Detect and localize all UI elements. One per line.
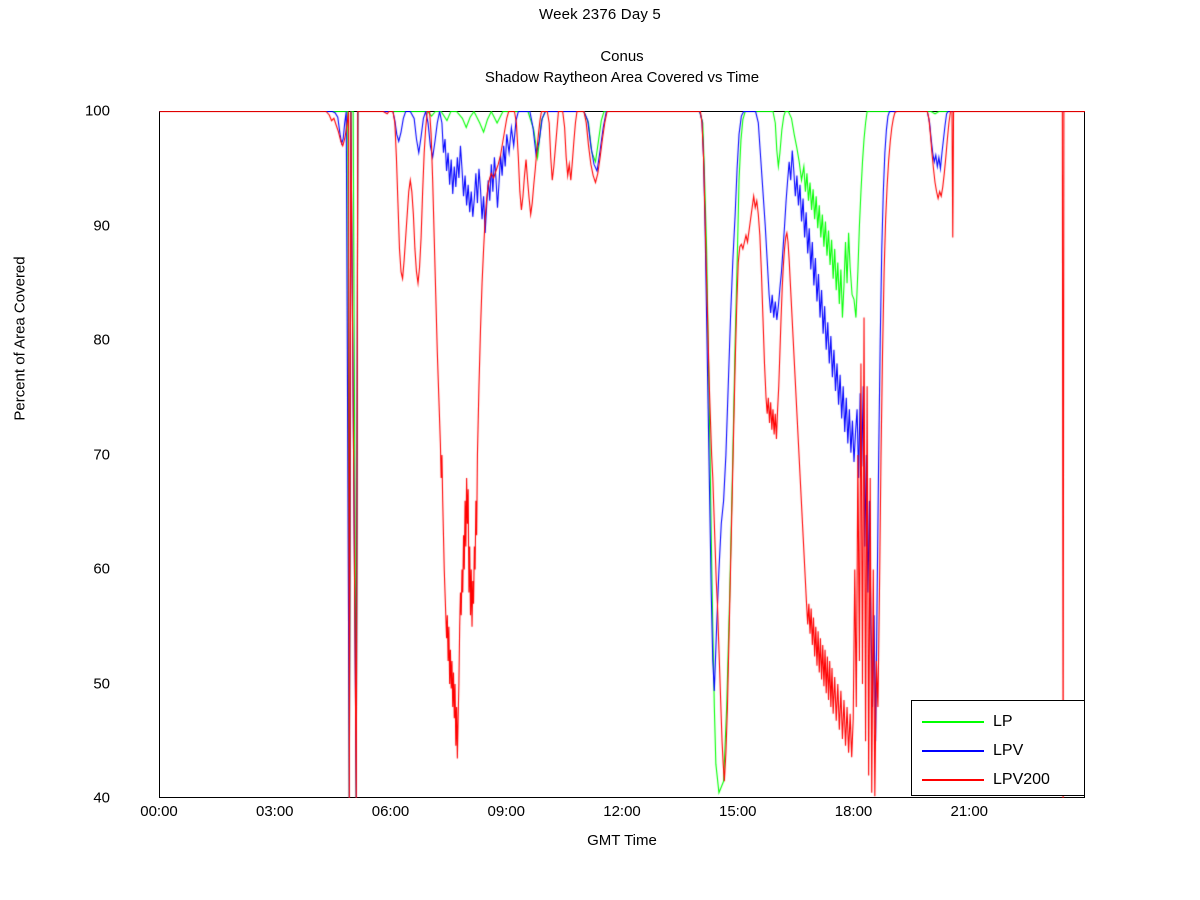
axes-title-line2: Shadow Raytheon Area Covered vs Time <box>484 69 760 86</box>
x-tick-label: 09:00 <box>487 803 526 820</box>
legend-entry-lpv200[interactable]: LPV200 <box>912 765 1086 795</box>
x-tick-label: 15:00 <box>718 803 757 820</box>
figure-suptitle: Week 2376 Day 5 <box>539 6 661 23</box>
axes-title: Conus Shadow Raytheon Area Covered vs Ti… <box>159 46 1085 88</box>
x-tick-label: 03:00 <box>255 803 294 820</box>
y-tick-label: 60 <box>93 560 110 578</box>
y-tick-label: 70 <box>93 446 110 463</box>
legend-swatch-lp <box>922 721 984 723</box>
chart-canvas <box>159 111 1085 798</box>
x-tick-label: 21:00 <box>950 803 989 820</box>
x-tick-label: 06:00 <box>371 803 410 820</box>
y-tick-label: 80 <box>93 331 110 349</box>
legend-entry-lp[interactable]: LP <box>912 707 1086 737</box>
legend-label-lpv: LPV <box>993 742 1024 759</box>
y-tick-label: 100 <box>84 102 110 120</box>
y-tick-label: 40 <box>93 789 110 807</box>
x-tick-label: 18:00 <box>834 803 873 820</box>
axes-title-line1: Conus <box>600 48 644 65</box>
y-tick-label: 50 <box>93 675 110 692</box>
legend-label-lpv200: LPV200 <box>993 771 1050 788</box>
legend-swatch-lpv <box>922 750 984 752</box>
x-tick-label: 00:00 <box>140 803 178 820</box>
legend-box[interactable]: LP LPV LPV200 <box>911 700 1085 796</box>
legend-swatch-lpv200 <box>922 779 984 781</box>
legend-label-lp: LP <box>993 713 1013 730</box>
y-tick-label: 90 <box>93 217 110 234</box>
y-axis-label: Percent of Area Covered <box>11 256 29 421</box>
x-tick-label: 12:00 <box>603 803 641 820</box>
x-axis-label: GMT Time <box>587 832 657 849</box>
legend-entry-lpv[interactable]: LPV <box>912 736 1086 766</box>
plot-area <box>159 111 1085 798</box>
